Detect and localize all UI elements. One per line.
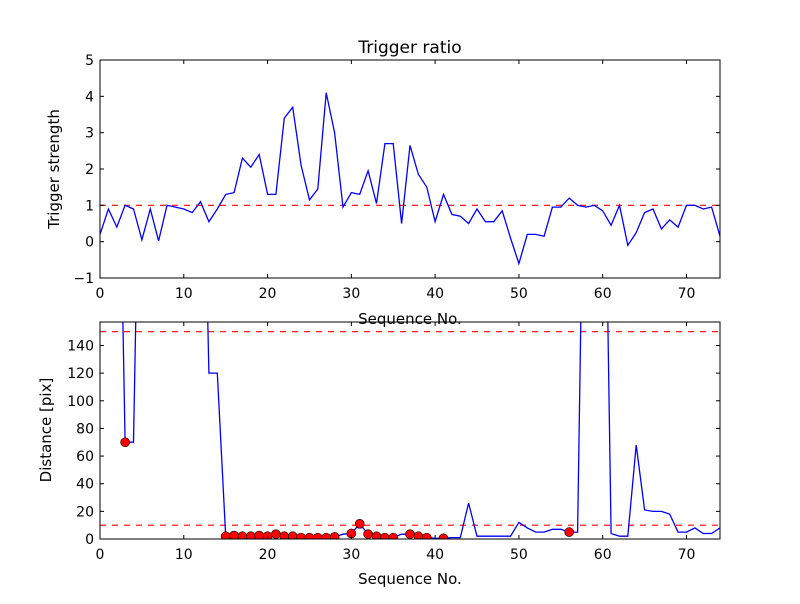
bottom-y-tick-label: 100	[67, 394, 94, 410]
bottom-x-tick-label: 50	[510, 547, 528, 563]
bottom-data-point	[421, 532, 432, 539]
top-y-tick-label: 0	[85, 235, 94, 251]
bottom-data-point	[380, 532, 390, 539]
top-axes-frame	[99, 59, 721, 279]
bottom-y-tick-label: 80	[76, 421, 94, 437]
bottom-plot: 0 10 20 30 40 50 60 70 0 20 40 60 80 100 120 140	[67, 321, 721, 563]
bottom-data-point	[363, 529, 373, 539]
bottom-y-axis-label: Distance [pix]	[37, 378, 55, 483]
bottom-data-point	[329, 532, 340, 539]
bottom-x-tick-label: 10	[175, 547, 193, 563]
top-x-tick-label: 60	[594, 286, 612, 302]
bottom-data-point	[564, 527, 574, 537]
bottom-data-point	[304, 532, 315, 539]
top-x-tick-label: 50	[510, 286, 528, 302]
bottom-y-tick-label: 60	[76, 449, 94, 465]
bottom-x-tick-label: 30	[342, 547, 360, 563]
top-chart-title: Trigger ratio	[357, 38, 461, 58]
top-plot-area	[100, 92, 720, 266]
top-x-axis-label: Sequence No.	[358, 310, 462, 328]
top-y-tick-label: 5	[85, 53, 94, 69]
bottom-data-point	[321, 532, 332, 539]
top-series-line	[100, 92, 720, 266]
bottom-data-point	[438, 533, 449, 539]
top-x-tick-label: 30	[342, 286, 360, 302]
bottom-y-tick-label: 0	[85, 532, 94, 548]
bottom-x-tick-label: 70	[678, 547, 696, 563]
top-x-tick-label: 10	[175, 286, 193, 302]
top-x-tick-label: 20	[259, 286, 277, 302]
bottom-data-point	[405, 529, 415, 539]
top-y-tick-label: 4	[85, 89, 94, 105]
bottom-y-tick-label: 20	[76, 504, 94, 520]
bottom-x-tick-label: 60	[594, 547, 612, 563]
bottom-y-tick-label: 120	[67, 366, 94, 382]
bottom-data-point	[120, 437, 130, 448]
bottom-axes-frame	[99, 321, 721, 540]
bottom-y-tick-label: 140	[67, 338, 94, 354]
bottom-data-point	[313, 532, 323, 539]
bottom-data-point	[354, 518, 365, 529]
bottom-data-point	[388, 532, 399, 539]
bottom-series-line	[122, 322, 720, 539]
bottom-plot-area	[100, 322, 720, 539]
bottom-data-point	[296, 532, 306, 539]
top-y-tick-label: 2	[85, 162, 94, 178]
top-x-tick-label: 0	[96, 286, 105, 302]
bottom-y-tick-label: 40	[76, 477, 94, 493]
top-y-tick-label: 3	[85, 126, 94, 142]
bottom-data-point	[271, 529, 281, 539]
top-y-axis-label: Trigger strength	[45, 109, 63, 230]
top-x-tick-label: 70	[678, 286, 696, 302]
top-y-tick-label: 1	[85, 198, 94, 214]
bottom-x-tick-label: 40	[426, 547, 444, 563]
top-y-tick-label: −1	[73, 271, 94, 287]
bottom-x-tick-label: 0	[96, 547, 105, 563]
bottom-x-axis-label: Sequence No.	[358, 570, 462, 588]
bottom-x-tick-label: 20	[259, 547, 277, 563]
top-x-tick-label: 40	[426, 286, 444, 302]
